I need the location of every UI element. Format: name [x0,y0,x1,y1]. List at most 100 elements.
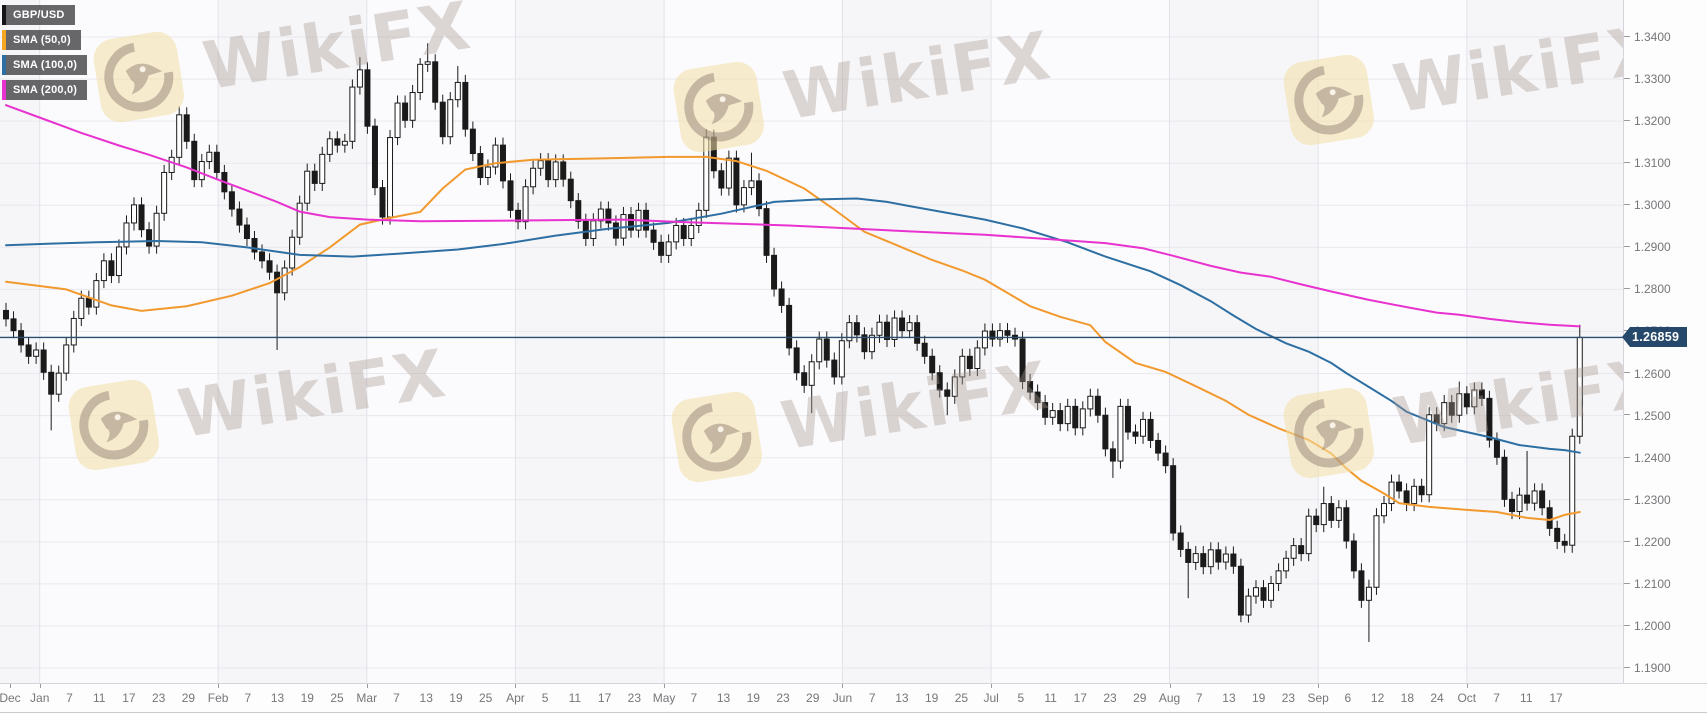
y-axis-tick-label: 1.3300 [1624,72,1671,86]
legend-chip-sma100[interactable]: SMA (100,0) [2,55,88,75]
legend-chip-sma200[interactable]: SMA (200,0) [2,80,88,100]
x-axis-tick-label: 5 [1017,691,1025,705]
tick-mark [1624,204,1630,206]
price-value: 1.2400 [1634,450,1671,465]
price-value: 1.2000 [1634,618,1671,633]
x-axis-tick-label: 23 [1103,691,1117,705]
sma200-label: SMA (200,0) [13,84,78,96]
price-value: 1.3300 [1634,72,1671,87]
x-axis-tick-label: 19 [924,691,939,705]
x-axis-tick-label: 19 [300,691,314,705]
x-axis-tick-label: Dec [0,691,21,705]
time-axis[interactable]: Dec Jan 7 11 17 23 29 Feb 7 13 19 25 Mar 7 13 19 25 Apr 5 1… [0,683,1707,712]
tick-mark [1624,246,1630,248]
x-axis-tick-label: Mar [356,691,378,705]
y-axis-tick-label: 1.3400 [1624,30,1671,44]
x-axis-tick-label: 13 [1222,691,1236,705]
x-axis-tick-label: Jul [983,691,999,705]
price-value: 1.2800 [1634,282,1671,297]
tick-mark [1624,498,1630,500]
month-tick-mark [842,684,844,688]
y-axis-tick-label: 1.2500 [1624,409,1671,423]
x-axis-tick-label: 29 [806,691,820,705]
month-tick-mark [218,684,220,688]
x-axis-tick-label: 7 [393,691,400,705]
y-axis-tick-label: 1.3100 [1624,156,1671,170]
x-axis-tick-label: 13 [895,691,909,705]
x-axis-tick-label: 17 [1073,691,1087,705]
tick-mark [1624,35,1630,37]
x-axis-tick-label: 7 [690,691,698,705]
month-tick-mark [1466,684,1468,688]
month-tick-mark [991,684,993,688]
x-axis-tick-label: 17 [122,691,136,705]
y-axis-tick-label: 1.2900 [1624,240,1671,254]
price-chart-canvas[interactable] [0,0,1623,683]
tick-mark [1624,666,1630,668]
symbol-label: GBP/USD [13,9,65,21]
sma50-label: SMA (50,0) [13,34,71,46]
x-axis-tick-label: 13 [716,691,731,705]
month-tick-mark [10,684,11,688]
price-value: 1.2100 [1634,576,1671,591]
price-value: 1.2300 [1634,492,1671,507]
x-axis-tick-label: 25 [954,691,969,705]
x-axis-tick-label: 7 [244,691,252,705]
x-axis-tick-label: 17 [1549,691,1563,705]
x-axis-tick-label: 7 [1493,691,1500,705]
y-axis-tick-label: 1.3000 [1624,198,1671,212]
y-axis-tick-label: 1.2100 [1624,577,1671,591]
month-tick-mark [515,684,517,688]
x-axis-tick-label: 11 [568,691,582,705]
x-axis-tick-label: 11 [1520,691,1533,705]
y-axis-tick-label: 1.2800 [1624,282,1671,296]
month-tick-mark [1318,684,1320,688]
tick-mark [1624,414,1630,416]
price-value: 1.2900 [1634,240,1671,255]
x-axis-tick-label: 18 [1400,691,1415,705]
tick-mark [1624,77,1630,79]
sma50-color-bar [2,30,6,50]
x-axis-tick-label: 23 [627,691,642,705]
x-axis-tick-label: 17 [597,691,612,705]
tick-mark [1624,372,1630,374]
x-axis-tick-label: Sep [1307,691,1329,705]
x-axis-tick-label: 19 [449,691,463,705]
price-value: 1.2200 [1634,534,1671,549]
x-axis-tick-label: Jan [30,691,50,705]
y-axis-tick-label: 1.2000 [1624,619,1671,633]
tick-mark [1624,288,1630,290]
x-axis-tick-label: 25 [330,691,344,705]
tick-mark [1624,456,1630,458]
x-axis-tick-label: 7 [66,691,73,705]
x-axis-tick-label: May [652,691,676,705]
candlestick-chart[interactable] [0,0,1623,683]
x-axis-tick-label: Aug [1158,691,1181,705]
y-axis-tick-label: 1.2400 [1624,451,1671,465]
price-value: 1.3200 [1634,114,1671,129]
sma100-label: SMA (100,0) [13,59,78,71]
x-axis-tick-label: 23 [151,691,166,705]
badge-arrow-icon [1622,327,1630,348]
symbol-color-bar [2,5,6,25]
price-value: 1.3000 [1634,198,1671,213]
legend-chip-symbol[interactable]: GBP/USD [2,5,75,25]
legend-chip-sma50[interactable]: SMA (50,0) [2,30,81,50]
y-axis-tick-label: 1.1900 [1624,661,1671,675]
x-axis-tick-label: Jun [832,691,853,705]
x-axis-tick-label: 7 [868,691,876,705]
price-value: 1.3400 [1634,30,1671,44]
tick-mark [1624,119,1630,121]
sma200-color-bar [2,80,6,100]
x-axis-tick-label: 29 [181,691,196,705]
month-tick-mark [1169,684,1171,688]
x-axis-tick-label: 24 [1430,691,1444,705]
price-value: 1.2500 [1634,408,1671,423]
x-axis-tick-label: 23 [1281,691,1296,705]
x-axis-tick-label: Feb [207,691,229,705]
month-tick-mark [664,684,666,688]
sma100-color-bar [2,55,6,75]
x-axis-tick-label: 19 [1252,691,1266,705]
month-tick-mark [39,684,41,688]
